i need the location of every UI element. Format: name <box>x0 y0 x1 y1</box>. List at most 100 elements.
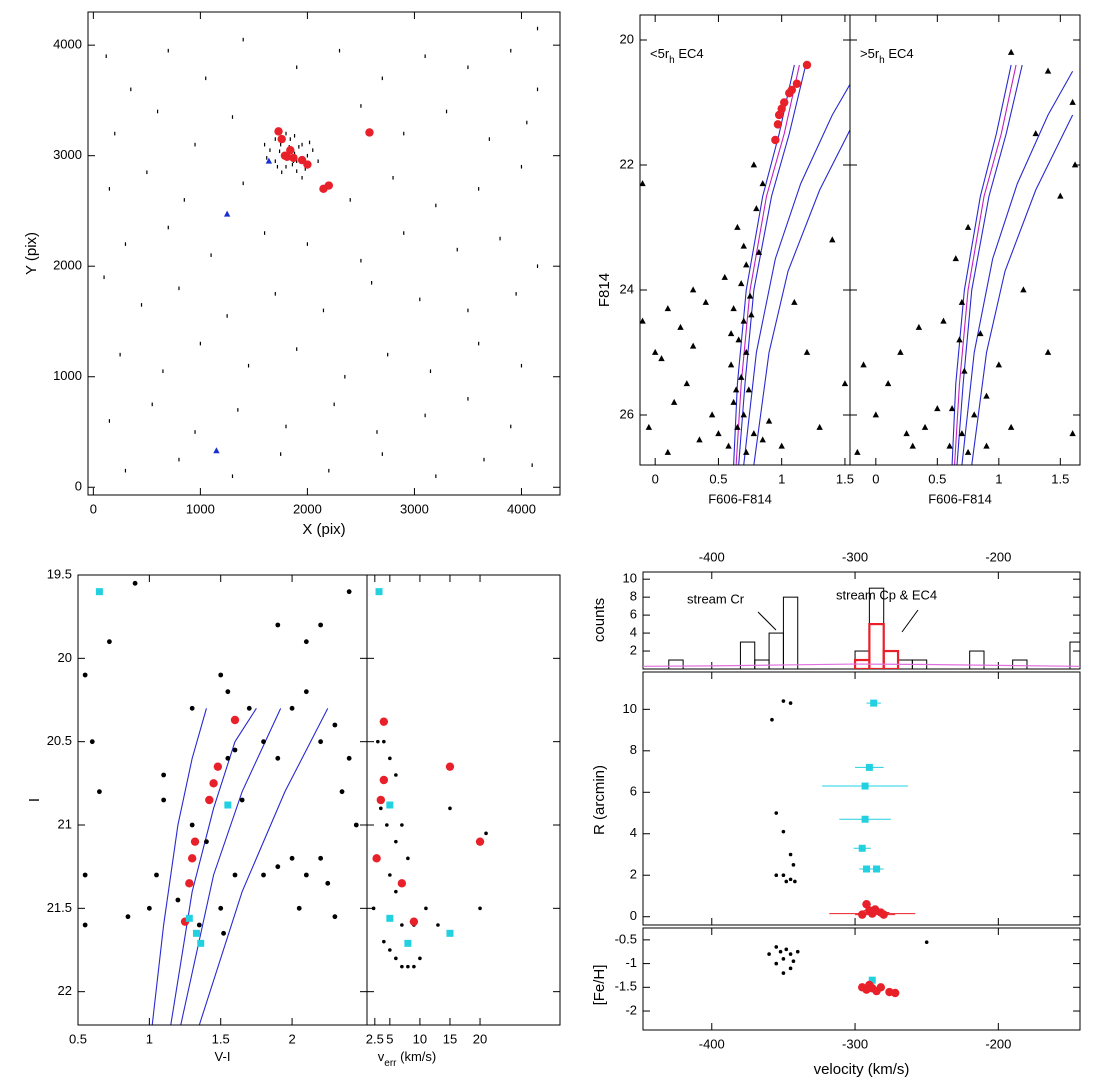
point <box>317 159 319 164</box>
point <box>394 956 398 961</box>
point <box>774 945 779 949</box>
point <box>946 442 953 449</box>
frame <box>642 927 1081 1031</box>
point <box>510 48 512 53</box>
point <box>304 167 306 171</box>
point <box>197 939 205 947</box>
point <box>467 397 469 401</box>
x-axis-label: V-I <box>215 1049 231 1064</box>
point <box>750 161 758 168</box>
point <box>792 79 802 88</box>
point <box>715 430 722 437</box>
x-tick-label: 0 <box>90 501 97 516</box>
point <box>767 952 771 956</box>
point <box>743 448 750 455</box>
point <box>890 988 900 998</box>
point <box>735 336 742 343</box>
point <box>285 424 287 429</box>
point <box>750 430 758 437</box>
panel-label-part: EC4 <box>675 46 704 61</box>
x-axis-label-part: err <box>384 1058 397 1069</box>
point <box>346 755 352 761</box>
point <box>732 386 740 393</box>
point <box>388 756 392 761</box>
x-tick-label: 1 <box>146 1031 153 1046</box>
point <box>296 905 302 911</box>
point <box>178 286 180 291</box>
point <box>360 104 362 108</box>
y-tick-label: 2 <box>630 867 637 882</box>
point <box>791 959 796 964</box>
point <box>770 717 774 722</box>
y-axis-label: [Fe/H] <box>591 965 608 1006</box>
point <box>721 273 728 280</box>
point <box>246 705 252 711</box>
point <box>478 906 482 911</box>
point <box>221 930 226 936</box>
point <box>387 352 389 357</box>
point <box>689 342 697 349</box>
point <box>774 811 779 815</box>
point <box>318 739 324 745</box>
point <box>328 468 330 473</box>
point <box>282 152 292 161</box>
point <box>140 303 143 307</box>
point <box>915 323 923 330</box>
point <box>114 131 116 136</box>
x-tick-label: 1.5 <box>1051 471 1069 486</box>
point <box>274 127 283 136</box>
point <box>778 949 783 954</box>
point <box>689 286 697 293</box>
point <box>788 852 793 857</box>
point <box>478 187 480 191</box>
histogram-bar <box>668 659 684 669</box>
x-tick-label: 0.5 <box>69 1031 87 1046</box>
point <box>332 914 338 920</box>
point <box>275 864 281 870</box>
point <box>303 639 309 645</box>
histogram-bar <box>882 649 900 669</box>
point <box>190 837 200 846</box>
point <box>296 159 298 164</box>
plot-area <box>82 580 359 1025</box>
point <box>651 348 659 355</box>
point <box>445 109 448 114</box>
point <box>277 134 286 144</box>
x-tick-label: 20 <box>473 1031 487 1046</box>
point <box>664 448 672 455</box>
point <box>784 879 789 884</box>
point <box>865 980 874 990</box>
point <box>520 363 523 368</box>
point <box>640 317 646 324</box>
point <box>204 839 209 845</box>
point <box>280 452 282 456</box>
point <box>82 672 88 678</box>
point <box>788 877 793 882</box>
point <box>429 369 432 374</box>
point <box>740 411 747 418</box>
point <box>189 705 195 711</box>
point <box>435 474 437 479</box>
point <box>909 442 916 449</box>
isochrone <box>953 64 1017 465</box>
point <box>743 348 750 355</box>
point <box>734 223 741 230</box>
point <box>381 76 383 81</box>
point <box>308 140 311 145</box>
point <box>232 872 238 878</box>
x-tick-label: -200 <box>985 1036 1011 1051</box>
point <box>483 457 485 462</box>
point <box>196 922 202 928</box>
point <box>205 795 214 805</box>
x-axis-label: verr (km/s) <box>378 1049 436 1069</box>
point <box>289 705 295 711</box>
y-tick-label: 21.5 <box>47 900 72 915</box>
histogram-bar <box>739 641 756 669</box>
point <box>339 789 345 795</box>
y-tick-label: 10 <box>623 701 637 716</box>
point <box>232 747 238 753</box>
point <box>740 242 747 249</box>
point <box>344 374 346 379</box>
y-tick-label: 20 <box>58 650 72 665</box>
point <box>467 308 469 313</box>
